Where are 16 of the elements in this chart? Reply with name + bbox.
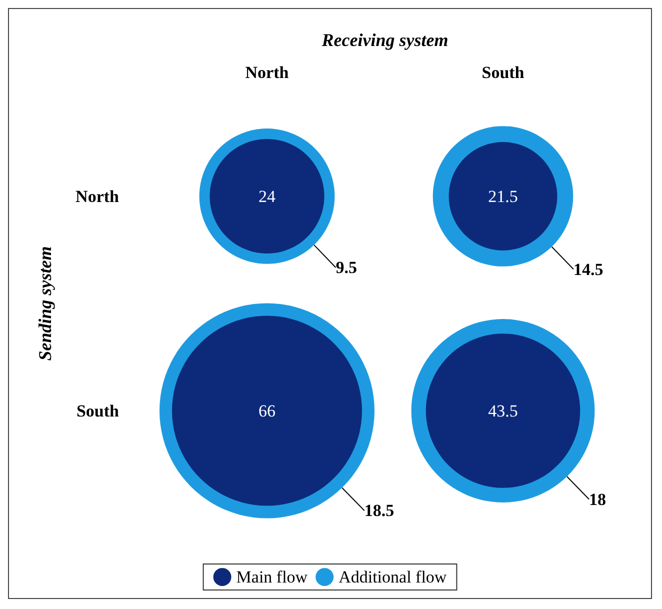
category-label: North xyxy=(76,186,119,206)
data-label: 21.5 xyxy=(488,186,518,206)
category-label: South xyxy=(482,63,525,82)
data-label: 9.5 xyxy=(336,258,357,277)
data-label: 66 xyxy=(258,401,276,420)
data-label: 18.5 xyxy=(364,501,394,520)
data-label: 18 xyxy=(589,490,606,509)
category-label: North xyxy=(245,63,290,82)
data-label: 43.5 xyxy=(488,401,518,420)
data-label: 24 xyxy=(258,186,276,206)
category-label: South xyxy=(76,401,119,420)
text: Receiving system xyxy=(320,30,448,50)
legend-label: Additional flow xyxy=(338,568,448,586)
text: Sending system xyxy=(35,246,55,361)
data-label: 14.5 xyxy=(574,260,604,279)
legend-label: Main flow xyxy=(236,568,308,586)
